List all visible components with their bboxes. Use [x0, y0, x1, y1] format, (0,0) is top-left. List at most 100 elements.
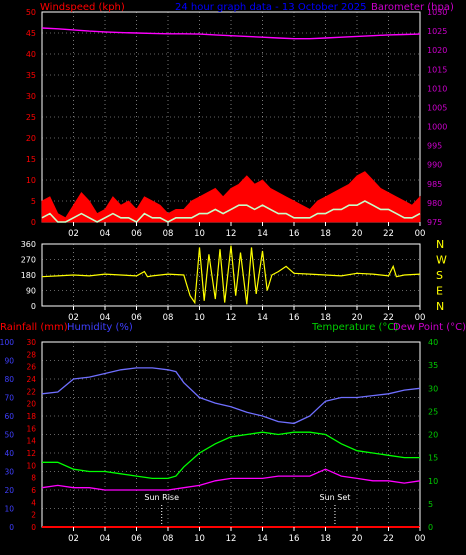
mid-xtick-label: 16 — [289, 313, 300, 323]
temperature-tick-label: 20 — [428, 431, 438, 440]
humidity-axis-title: Humidity (%) — [67, 322, 133, 333]
mid-xtick-label: 08 — [163, 313, 174, 323]
windspeed-tick-label: 0 — [31, 218, 36, 227]
direction-tick-label: 360 — [21, 240, 36, 249]
sunrise-label: Sun Rise — [144, 493, 179, 502]
bot-xtick-label: 00 — [415, 534, 426, 544]
temperature-tick-label: 25 — [428, 407, 438, 416]
mid-xtick-label: 10 — [194, 313, 205, 323]
rainfall-axis-title: Rainfall (mm) — [0, 322, 68, 333]
bot-xtick-label: 16 — [289, 534, 300, 544]
compass-label: N — [436, 300, 444, 313]
top-xtick-label: 16 — [289, 229, 300, 239]
windspeed-tick-label: 15 — [26, 155, 36, 164]
humidity-tick-label: 90 — [4, 357, 14, 366]
bot-xtick-label: 08 — [163, 534, 174, 544]
humidity-line — [41, 367, 421, 425]
bot-xtick-label: 14 — [257, 534, 268, 544]
windspeed-tick-label: 30 — [26, 92, 36, 101]
top-xtick-label: 22 — [383, 229, 394, 239]
rainfall-tick-label: 26 — [26, 363, 36, 372]
barometer-tick-label: 1030 — [427, 8, 447, 17]
wind-gust-area — [41, 171, 421, 223]
dew-point-line — [41, 468, 421, 491]
rainfall-tick-label: 30 — [26, 338, 36, 347]
top-xtick-label: 18 — [320, 229, 331, 239]
rainfall-tick-label: 12 — [26, 449, 36, 458]
header-title-left: Windspeed (kph) — [40, 2, 125, 13]
rainfall-tick-label: 16 — [26, 424, 36, 433]
humidity-tick-label: 10 — [4, 505, 14, 514]
temperature-tick-label: 30 — [428, 384, 438, 393]
barometer-tick-label: 1020 — [427, 46, 447, 55]
windspeed-tick-label: 50 — [26, 8, 36, 17]
top-xtick-label: 10 — [194, 229, 205, 239]
top-xtick-label: 02 — [68, 229, 79, 239]
windspeed-tick-label: 20 — [26, 134, 36, 143]
temperature-tick-label: 35 — [428, 361, 438, 370]
humidity-tick-label: 40 — [4, 449, 14, 458]
top-xtick-label: 00 — [415, 229, 426, 239]
dewpoint-axis-title: Dew Point (°C) — [393, 322, 466, 333]
windspeed-tick-label: 35 — [26, 71, 36, 80]
rainfall-tick-label: 0 — [31, 523, 36, 532]
windspeed-tick-label: 5 — [31, 197, 36, 206]
mid-xtick-label: 02 — [68, 313, 79, 323]
rainfall-tick-label: 2 — [31, 511, 36, 520]
barometer-tick-label: 980 — [427, 199, 442, 208]
rainfall-tick-label: 24 — [26, 375, 36, 384]
bot-xtick-label: 20 — [352, 534, 363, 544]
temperature-tick-label: 0 — [428, 523, 433, 532]
bot-xtick-label: 06 — [131, 534, 142, 544]
humidity-tick-label: 0 — [9, 523, 14, 532]
direction-tick-label: 0 — [31, 302, 36, 311]
bot-xtick-label: 04 — [100, 534, 111, 544]
wind-direction-line — [41, 245, 421, 305]
humidity-tick-label: 70 — [4, 394, 14, 403]
windspeed-tick-label: 40 — [26, 50, 36, 59]
top-xtick-label: 06 — [131, 229, 142, 239]
header-title-center: 24 hour graph data - 13 October 2025 — [175, 2, 366, 13]
humidity-tick-label: 20 — [4, 486, 14, 495]
direction-tick-label: 90 — [26, 287, 36, 296]
barometer-tick-label: 1025 — [427, 27, 447, 36]
rainfall-tick-label: 20 — [26, 400, 36, 409]
mid-xtick-label: 00 — [415, 313, 426, 323]
barometer-tick-label: 990 — [427, 161, 442, 170]
rainfall-tick-label: 28 — [26, 350, 36, 359]
mid-xtick-label: 06 — [131, 313, 142, 323]
rainfall-tick-label: 18 — [26, 412, 36, 421]
barometer-tick-label: 995 — [427, 142, 442, 151]
top-xtick-label: 20 — [352, 229, 363, 239]
wind-barometer-panel: 0510152025303540455097598098599099510001… — [26, 8, 448, 239]
barometer-tick-label: 985 — [427, 180, 442, 189]
humidity-tick-label: 30 — [4, 468, 14, 477]
barometer-tick-label: 1010 — [427, 84, 447, 93]
top-xtick-label: 14 — [257, 229, 268, 239]
mid-xtick-label: 20 — [352, 313, 363, 323]
wind-average-line — [41, 200, 421, 223]
mid-xtick-label: 22 — [383, 313, 394, 323]
sunset-label: Sun Set — [319, 493, 350, 502]
mid-xtick-label: 18 — [320, 313, 331, 323]
humidity-tick-label: 60 — [4, 412, 14, 421]
barometer-tick-label: 975 — [427, 218, 442, 227]
temperature-tick-label: 5 — [428, 500, 433, 509]
compass-label: S — [436, 269, 443, 282]
rainfall-tick-label: 4 — [31, 498, 36, 507]
temperature-tick-label: 15 — [428, 454, 438, 463]
direction-tick-label: 180 — [21, 271, 36, 280]
windspeed-tick-label: 45 — [26, 29, 36, 38]
compass-label: E — [436, 285, 443, 298]
humidity-tick-label: 100 — [0, 338, 14, 347]
temperature-axis-title: Temperature (°C) — [311, 322, 398, 333]
humidity-tick-label: 80 — [4, 375, 14, 384]
mid-xtick-label: 12 — [226, 313, 237, 323]
barometer-tick-label: 1005 — [427, 103, 447, 112]
rainfall-tick-label: 8 — [31, 474, 36, 483]
compass-label: N — [436, 238, 444, 251]
direction-tick-label: 270 — [21, 256, 36, 265]
windspeed-tick-label: 10 — [26, 176, 36, 185]
